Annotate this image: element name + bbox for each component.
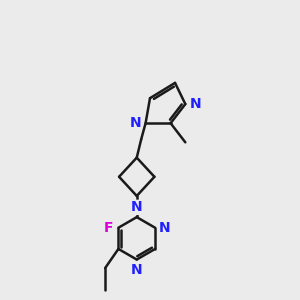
Text: N: N bbox=[130, 116, 141, 130]
Text: N: N bbox=[131, 200, 142, 214]
Text: F: F bbox=[103, 221, 113, 235]
Text: N: N bbox=[190, 97, 201, 111]
Text: N: N bbox=[159, 221, 170, 235]
Text: N: N bbox=[131, 263, 142, 277]
